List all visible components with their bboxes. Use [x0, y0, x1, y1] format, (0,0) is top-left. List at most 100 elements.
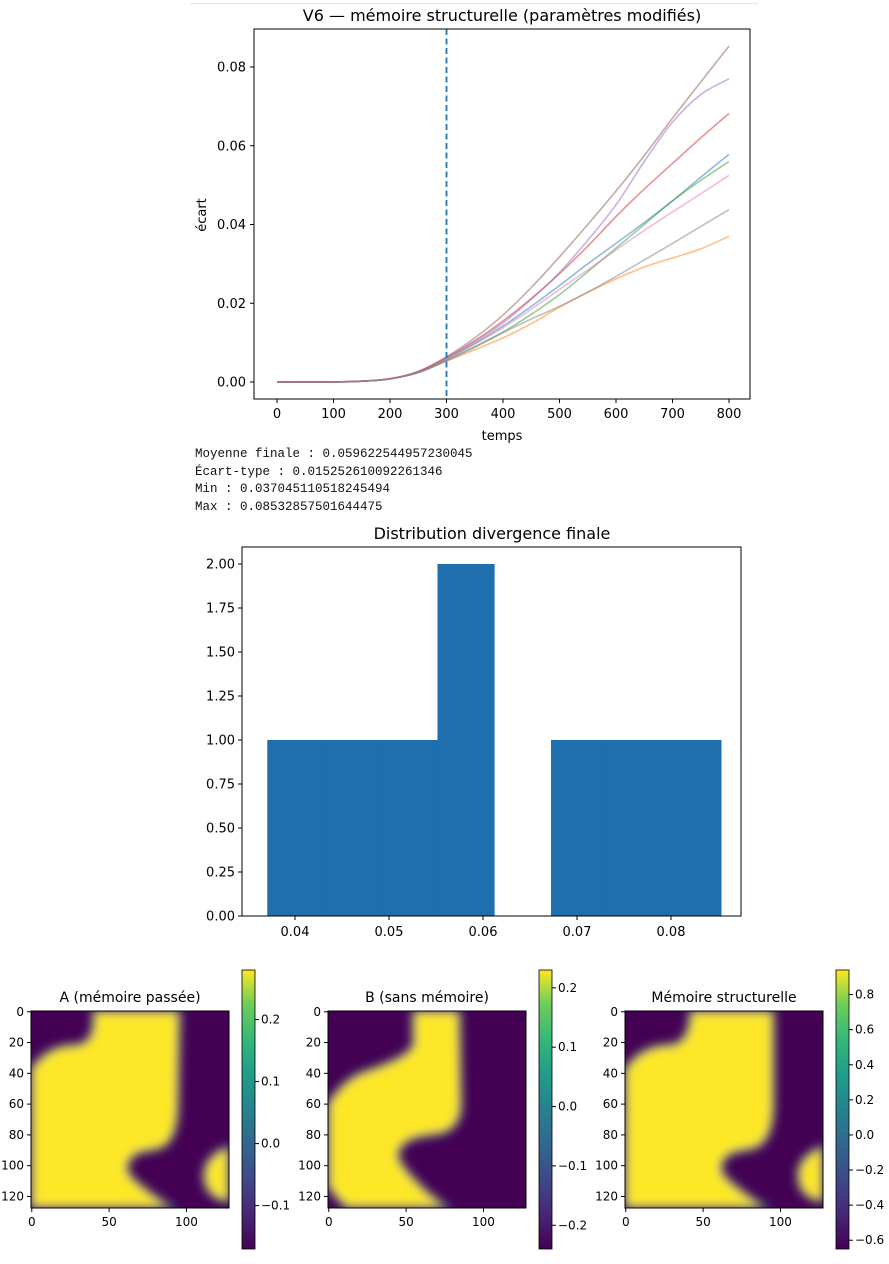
- x-tick-label: 0.05: [375, 925, 404, 940]
- y-tick-label: 60: [603, 1097, 618, 1111]
- y-tick-label: 1.25: [206, 690, 235, 705]
- colorbar-tick-label: 0.0: [558, 1100, 577, 1114]
- x-tick-label: 100: [472, 1215, 495, 1229]
- y-tick-label: 20: [9, 1036, 24, 1050]
- y-tick-label: 0.75: [206, 778, 235, 793]
- series-line: [276, 112, 730, 383]
- x-tick-label: 700: [660, 407, 685, 422]
- stat-min: Min : 0.037045110518245494: [195, 482, 391, 496]
- x-tick-label: 0.07: [563, 925, 592, 940]
- x-tick-label: 0: [622, 1215, 630, 1229]
- histogram-bar: [380, 740, 438, 916]
- x-tick-label: 0: [28, 1215, 36, 1229]
- x-axis-label: temps: [482, 429, 523, 444]
- line-chart-ecart: V6 — mémoire structurelle (paramètres mo…: [195, 6, 751, 444]
- colorbar-tick-label: 0.6: [855, 1023, 874, 1037]
- colorbar: 0.2 0.1 0.0 −0.1: [241, 969, 290, 1250]
- colorbar-tick-label: −0.1: [558, 1159, 587, 1173]
- heatmap-memoire: Mémoire structurelle 0 50 100 0 20 40 60 80 100 12…: [595, 969, 884, 1250]
- stat-std: Écart-type : 0.015252610092261346: [195, 464, 443, 479]
- x-tick-label: 500: [547, 407, 572, 422]
- x-tick-label: 50: [101, 1215, 116, 1229]
- colorbar-tick-label: 0.2: [558, 981, 577, 995]
- y-tick-label: 80: [603, 1128, 618, 1142]
- stat-mean: Moyenne finale : 0.059622544957230045: [195, 447, 473, 461]
- histogram-bar: [323, 740, 382, 916]
- x-tick-label: 0: [273, 407, 281, 422]
- x-tick-label: 50: [398, 1215, 413, 1229]
- heatmap-title: Mémoire structurelle: [651, 990, 796, 1006]
- plot-frame: [253, 28, 751, 400]
- heatmap-a: A (mémoire passée) 0 50 100 0 20 40 60 80 100 120 0…: [1, 969, 290, 1250]
- y-tick-label: 40: [603, 1066, 618, 1080]
- colorbar: 0.8 0.6 0.4 0.2 0.0 −0.2 −0.4 −0.6: [835, 969, 884, 1250]
- y-tick-label: 1.50: [206, 646, 235, 661]
- series-line: [276, 160, 730, 383]
- series-line: [276, 208, 730, 383]
- series-line: [276, 78, 730, 383]
- y-tick-label: 0.04: [217, 218, 246, 233]
- y-tick-label: 0.00: [217, 376, 246, 391]
- colorbar-tick-label: −0.1: [261, 1199, 290, 1213]
- x-tick-label: 100: [769, 1215, 792, 1229]
- cell-divider: [190, 3, 758, 4]
- colorbar-tick-label: 0.2: [855, 1093, 874, 1107]
- y-tick-label: 40: [9, 1066, 24, 1080]
- x-axis-ticks: 0.04 0.05 0.06 0.07 0.08: [281, 916, 686, 940]
- heatmap-row: A (mémoire passée) 0 50 100 0 20 40 60 80 100 120 0…: [1, 969, 884, 1250]
- x-tick-label: 600: [604, 407, 629, 422]
- y-tick-label: 60: [306, 1097, 321, 1111]
- y-tick-label: 100: [595, 1159, 618, 1173]
- y-tick-label: 80: [306, 1128, 321, 1142]
- colorbar: 0.2 0.1 0.0 −0.1 −0.2: [538, 969, 587, 1250]
- y-tick-label: 0.06: [217, 139, 246, 154]
- colorbar-tick-label: 0.1: [558, 1040, 577, 1054]
- y-tick-label: 120: [595, 1189, 618, 1203]
- colorbar-tick-label: 0.8: [855, 988, 874, 1002]
- colorbar-tick-label: 0.2: [261, 1013, 280, 1027]
- y-tick-label: 100: [298, 1159, 321, 1173]
- y-tick-label: 20: [306, 1036, 321, 1050]
- y-tick-label: 0: [313, 1005, 321, 1019]
- x-tick-label: 800: [717, 407, 742, 422]
- series-line: [276, 174, 730, 383]
- y-tick-label: 120: [298, 1189, 321, 1203]
- x-tick-label: 0.06: [469, 925, 498, 940]
- x-tick-label: 300: [434, 407, 459, 422]
- y-tick-label: 2.00: [206, 558, 235, 573]
- stat-max: Max : 0.08532857501644475: [195, 499, 383, 514]
- x-tick-label: 100: [321, 407, 346, 422]
- chart-title: V6 — mémoire structurelle (paramètres mo…: [303, 6, 701, 25]
- y-tick-label: 20: [603, 1036, 618, 1050]
- stats-output: Moyenne finale : 0.059622544957230045 Éca…: [195, 446, 473, 516]
- y-tick-label: 80: [9, 1128, 24, 1142]
- histogram-divergence: Distribution divergence finale 0.04 0.05 0…: [206, 524, 742, 940]
- histogram-bar: [607, 740, 665, 916]
- x-axis-ticks: 0 100 200 300 400 500 600 700 800: [273, 399, 742, 422]
- heatmap-title: B (sans mémoire): [365, 990, 489, 1006]
- colorbar-tick-label: −0.6: [855, 1233, 884, 1247]
- histogram-bars: [267, 564, 722, 916]
- colorbar-tick-label: −0.2: [855, 1163, 884, 1177]
- histogram-bar: [664, 740, 722, 916]
- y-tick-label: 0.50: [206, 822, 235, 837]
- y-tick-label: 60: [9, 1097, 24, 1111]
- series-lines: [276, 45, 730, 383]
- x-tick-label: 100: [175, 1215, 198, 1229]
- histogram-bar: [550, 740, 609, 916]
- heatmap-title: A (mémoire passée): [59, 990, 200, 1006]
- colorbar-tick-label: −0.2: [558, 1218, 587, 1232]
- x-tick-label: 400: [491, 407, 516, 422]
- chart-title: Distribution divergence finale: [374, 524, 611, 543]
- colorbar-tick-label: 0.0: [261, 1137, 280, 1151]
- x-tick-label: 0.08: [657, 925, 686, 940]
- y-tick-label: 0.02: [217, 297, 246, 312]
- colorbar-tick-label: 0.1: [261, 1075, 280, 1089]
- colorbar-tick-label: −0.4: [855, 1198, 884, 1212]
- y-tick-label: 0.08: [217, 61, 246, 76]
- y-tick-label: 0: [16, 1005, 24, 1019]
- y-tick-label: 0.00: [206, 910, 235, 925]
- x-tick-label: 0: [325, 1215, 333, 1229]
- histogram-bar: [437, 564, 495, 916]
